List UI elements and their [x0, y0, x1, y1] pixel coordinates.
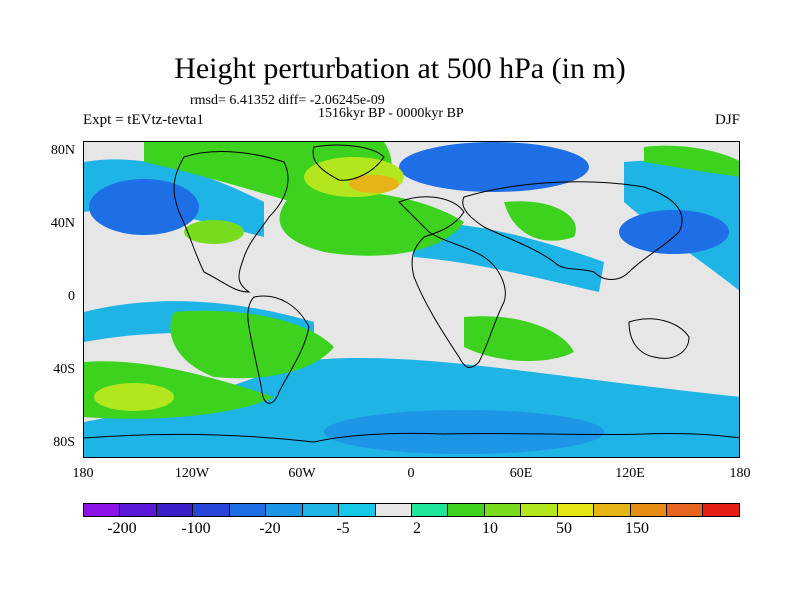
- colorbar-swatch: [630, 504, 667, 516]
- colorbar-tick-label: -100: [181, 520, 211, 537]
- colorbar: [83, 503, 740, 517]
- field-band: [414, 222, 604, 292]
- height-field-layer: [84, 142, 739, 457]
- experiment-label: Expt = tEVtz-tevta1: [83, 112, 204, 128]
- field-core: [324, 410, 604, 454]
- lon-tick-label: 180: [72, 466, 94, 481]
- colorbar-swatch: [120, 504, 157, 516]
- map-panel: [83, 141, 740, 458]
- colorbar-tick-label: 2: [413, 520, 421, 537]
- lon-tick-label: 120W: [174, 466, 210, 481]
- field-peak: [184, 220, 244, 244]
- field-peak: [94, 383, 174, 411]
- coastline: [84, 432, 739, 443]
- colorbar-swatch: [229, 504, 267, 516]
- lon-tick-label: 60E: [509, 466, 533, 481]
- colorbar-swatch: [193, 504, 230, 516]
- field-positive: [464, 316, 574, 362]
- lat-tick-label: 40S: [53, 362, 75, 377]
- colorbar-swatch: [448, 504, 485, 516]
- stats-subtitle: rmsd= 6.41352 diff= -2.06245e-09: [190, 93, 385, 108]
- colorbar-swatch: [667, 504, 704, 516]
- plot-title: Height perturbation at 500 hPa (in m): [174, 52, 626, 85]
- colorbar-tick-label: -200: [107, 520, 137, 537]
- coastline: [462, 181, 683, 280]
- colorbar-swatch: [266, 504, 303, 516]
- coastline: [312, 144, 385, 181]
- coastline: [628, 318, 690, 359]
- colorbar-tick-label: -20: [259, 520, 281, 537]
- field-positive: [644, 145, 739, 177]
- colorbar-tick-label: -5: [336, 520, 350, 537]
- lat-tick-label: 80N: [50, 143, 75, 158]
- coastline-layer: [84, 144, 739, 443]
- coastline: [398, 196, 506, 368]
- colorbar-swatch: [411, 504, 449, 516]
- lat-tick-label: 40N: [50, 216, 75, 231]
- colorbar-tick-label: 150: [625, 520, 649, 537]
- period-subtitle: 1516kyr BP - 0000kyr BP: [318, 106, 464, 121]
- lon-tick-label: 0: [407, 466, 415, 481]
- field-core: [399, 142, 589, 192]
- colorbar-swatch: [557, 504, 595, 516]
- coastline: [173, 151, 289, 293]
- colorbar-swatch: [302, 504, 340, 516]
- field-core: [619, 210, 729, 254]
- colorbar-tick-label: 50: [556, 520, 572, 537]
- colorbar-swatch: [375, 504, 412, 516]
- colorbar-swatch: [339, 504, 376, 516]
- colorbar-swatch: [156, 504, 194, 516]
- lon-tick-label: 120E: [615, 466, 645, 481]
- field-peak: [349, 175, 399, 193]
- colorbar-tick-label: 10: [482, 520, 498, 537]
- colorbar-swatch: [521, 504, 558, 516]
- colorbar-swatch: [484, 504, 522, 516]
- lon-tick-label: 60W: [288, 466, 316, 481]
- lat-tick-label: 80S: [53, 435, 75, 450]
- colorbar-swatch: [594, 504, 631, 516]
- field-positive: [279, 190, 464, 256]
- colorbar-swatch: [703, 504, 739, 516]
- contour-map: [84, 142, 739, 457]
- lon-tick-label: 180: [729, 466, 751, 481]
- coastline: [247, 295, 310, 404]
- season-label: DJF: [714, 112, 740, 128]
- field-positive: [504, 201, 576, 241]
- field-core: [89, 179, 199, 235]
- colorbar-swatch: [84, 504, 121, 516]
- lat-tick-label: 0: [68, 289, 75, 304]
